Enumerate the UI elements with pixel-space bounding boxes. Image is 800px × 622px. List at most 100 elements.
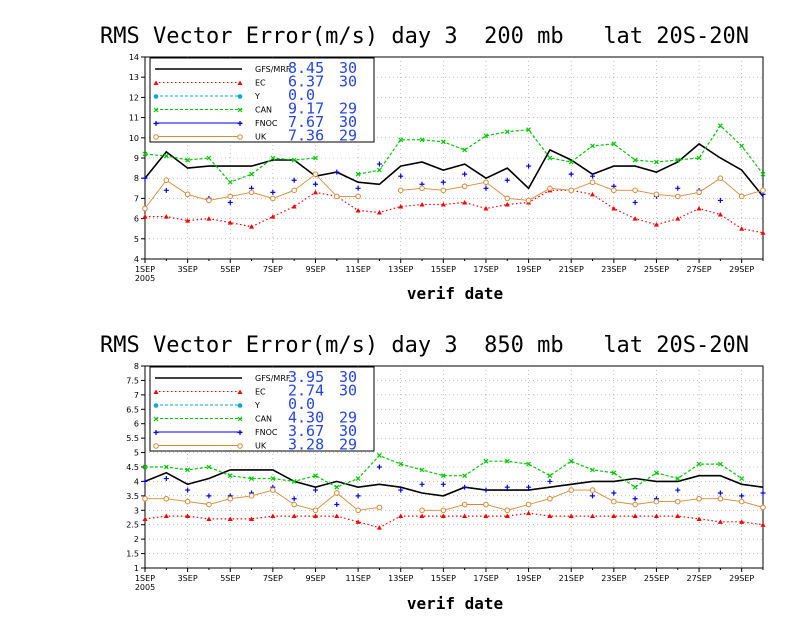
chart-title: RMS Vector Error(m/s) day 3 200 mb lat 2… <box>100 24 749 49</box>
data-point <box>568 159 574 165</box>
legend-mean: 3.67 <box>288 422 324 440</box>
data-point <box>355 193 361 200</box>
data-point <box>440 201 446 207</box>
data-point <box>142 151 148 157</box>
data-point <box>142 495 148 502</box>
legend-item: EC 6.37 30 <box>153 73 357 91</box>
data-point <box>397 187 404 194</box>
chart-850mb: RMS Vector Error(m/s) day 3 850 mb lat 2… <box>100 333 766 613</box>
data-point <box>653 513 659 519</box>
data-point <box>739 143 745 149</box>
series-gfs-mrf <box>144 142 764 197</box>
data-point <box>525 501 532 508</box>
y-tick-label: 7 <box>134 194 139 203</box>
legend-label: GFS/MRF <box>255 65 291 74</box>
data-point <box>184 498 191 505</box>
data-point <box>504 458 510 464</box>
data-point <box>526 510 532 516</box>
data-point <box>312 181 318 187</box>
legend-marker <box>153 121 159 126</box>
data-point <box>419 137 425 143</box>
legend-label: EC <box>255 79 266 88</box>
legend-marker <box>237 403 243 408</box>
data-point <box>590 467 595 473</box>
legend-item: CAN 9.17 29 <box>153 100 357 118</box>
legend-mean: 2.74 <box>288 382 324 400</box>
x-tick-label: 11SEP <box>346 265 371 274</box>
data-point <box>483 458 489 464</box>
data-point <box>568 171 574 177</box>
x-axis-label: verif date <box>407 594 503 613</box>
data-point <box>334 513 340 519</box>
data-point <box>483 487 489 493</box>
y-tick-label: 14 <box>129 53 139 62</box>
data-point <box>653 222 659 227</box>
x-tick-year: 2005 <box>135 274 155 283</box>
data-point <box>249 171 254 177</box>
data-point <box>611 498 617 505</box>
data-point <box>206 197 212 204</box>
data-point <box>654 159 659 165</box>
data-point <box>312 487 318 493</box>
data-point <box>739 493 745 499</box>
data-point <box>717 197 723 203</box>
data-point <box>163 464 169 470</box>
y-tick-label: 8 <box>134 362 139 371</box>
data-point <box>270 189 276 195</box>
data-point <box>270 487 276 493</box>
x-tick-label: 7SEP <box>263 574 283 583</box>
data-point <box>462 484 468 490</box>
data-point <box>504 201 510 207</box>
data-point <box>461 183 468 190</box>
legend-count: 30 <box>339 73 357 91</box>
data-point <box>568 487 575 493</box>
x-tick-label: 17SEP <box>473 574 498 583</box>
data-point <box>483 501 489 508</box>
data-point <box>738 498 745 505</box>
data-point <box>206 501 212 508</box>
data-point <box>249 516 255 521</box>
data-point <box>504 177 510 183</box>
x-tick-label: 23SEP <box>601 265 626 274</box>
data-point <box>547 478 553 484</box>
series-can <box>142 123 766 185</box>
legend-mean: 9.17 <box>288 100 324 118</box>
legend-label: Y <box>254 401 260 410</box>
legend-box <box>149 57 375 143</box>
data-point <box>590 191 596 197</box>
data-point <box>419 481 425 487</box>
series-uk <box>142 171 766 212</box>
y-tick-label: 3.5 <box>126 492 139 501</box>
data-point <box>355 507 361 514</box>
data-point <box>355 171 361 177</box>
y-tick-label: 7.5 <box>126 376 139 385</box>
x-tick-label: 21SEP <box>559 265 584 274</box>
data-point <box>206 216 212 221</box>
data-point <box>419 513 425 519</box>
data-point <box>462 147 468 153</box>
legend-marker <box>153 403 159 408</box>
data-point <box>291 177 297 183</box>
data-point <box>355 476 361 481</box>
data-point <box>462 199 468 205</box>
data-point <box>376 464 382 470</box>
data-point <box>717 123 723 129</box>
y-tick-label: 2 <box>134 535 139 544</box>
data-point <box>398 137 404 143</box>
legend-mean: 8.45 <box>288 59 324 77</box>
data-point <box>291 513 297 519</box>
legend-marker <box>153 430 159 435</box>
data-point <box>696 495 702 502</box>
data-point <box>334 169 340 175</box>
y-tick-label: 2.5 <box>126 521 139 530</box>
x-tick-label: 19SEP <box>516 574 541 583</box>
data-point <box>632 199 638 205</box>
legend-marker <box>237 443 243 449</box>
data-point <box>376 525 382 530</box>
data-point <box>291 501 297 508</box>
grid-lines <box>145 366 763 568</box>
data-point <box>312 513 318 519</box>
x-axis-label: verif date <box>407 284 503 303</box>
data-point <box>227 220 233 225</box>
